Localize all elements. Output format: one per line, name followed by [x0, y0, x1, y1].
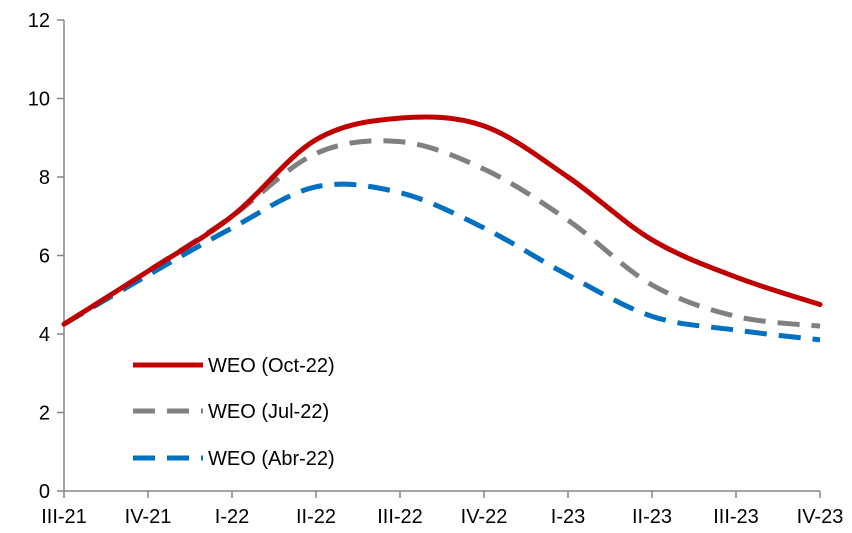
- legend: WEO (Oct-22) WEO (Jul-22) WEO (Abr-22): [133, 355, 335, 470]
- series-line-jul-22: [62, 138, 821, 329]
- x-tick-label: I-23: [551, 506, 585, 528]
- legend-label: WEO (Abr-22): [208, 448, 335, 470]
- x-tick-label: III-21: [41, 506, 87, 528]
- y-tick-label: 4: [39, 324, 50, 346]
- x-tick-label: IV-23: [797, 506, 844, 528]
- legend-label: WEO (Jul-22): [208, 401, 329, 423]
- x-tick-label: III-23: [713, 506, 759, 528]
- x-tick-label: II-23: [632, 506, 672, 528]
- y-tick-label: 12: [28, 10, 50, 32]
- x-tick-label: IV-22: [461, 506, 508, 528]
- x-ticks: III-21 IV-21 I-22 II-22 III-22 IV-22 I-23 II-23…: [41, 491, 843, 528]
- legend-label: WEO (Oct-22): [208, 355, 335, 377]
- y-tick-label: 2: [39, 403, 50, 425]
- y-tick-label: 0: [39, 481, 50, 503]
- y-tick-label: 8: [39, 167, 50, 189]
- y-tick-label: 10: [28, 89, 50, 111]
- x-tick-label: I-22: [215, 506, 249, 528]
- x-tick-label: IV-21: [125, 506, 172, 528]
- series-line-oct-22: [61, 114, 823, 327]
- x-tick-label: III-22: [377, 506, 423, 528]
- series-lines: [61, 114, 823, 343]
- y-ticks: 0 2 4 6 8 10 12: [28, 10, 64, 503]
- series-line-abr-22: [62, 181, 821, 343]
- y-tick-label: 6: [39, 246, 50, 268]
- x-tick-label: II-22: [296, 506, 336, 528]
